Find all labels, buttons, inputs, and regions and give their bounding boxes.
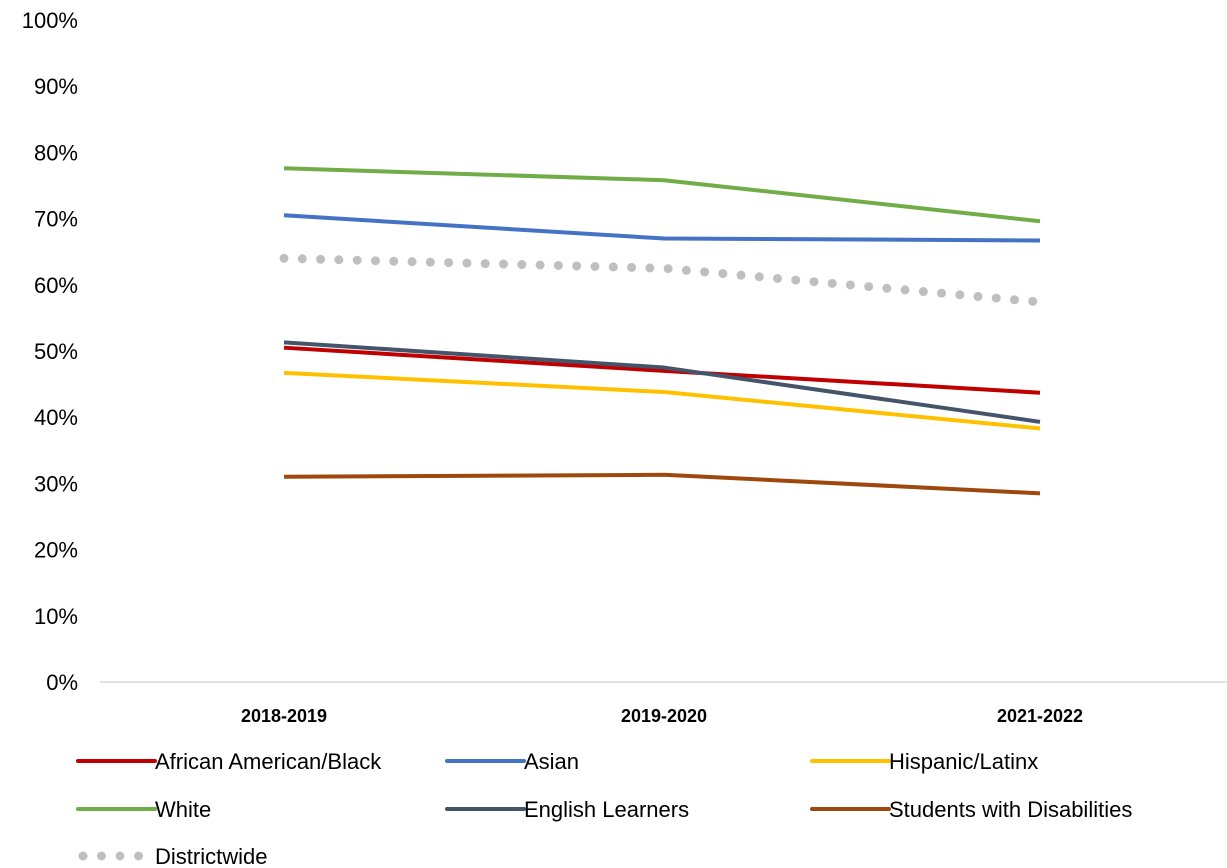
legend-label: African American/Black bbox=[155, 749, 382, 774]
y-tick-label: 30% bbox=[34, 471, 78, 496]
y-tick-label: 70% bbox=[34, 207, 78, 232]
legend-item-white: White bbox=[76, 797, 211, 822]
legend-label: Districtwide bbox=[155, 844, 267, 868]
x-tick-label: 2021-2022 bbox=[997, 706, 1083, 726]
legend-item-hispanic-latinx: Hispanic/Latinx bbox=[810, 749, 1038, 774]
legend-item-african-american-black: African American/Black bbox=[76, 749, 382, 774]
legend-item-english-learners: English Learners bbox=[445, 797, 689, 822]
y-tick-label: 20% bbox=[34, 538, 78, 563]
x-tick-label: 2018-2019 bbox=[241, 706, 327, 726]
y-axis: 0% 10% 20% 30% 40% 50% 60% 70% 80% 90% 100% bbox=[22, 8, 78, 695]
y-tick-label: 90% bbox=[34, 74, 78, 99]
series-line-white bbox=[283, 166, 1041, 224]
series-line-asian bbox=[283, 213, 1041, 243]
y-tick-label: 40% bbox=[34, 405, 78, 430]
legend-label: English Learners bbox=[524, 797, 689, 822]
legend-label: White bbox=[155, 797, 211, 822]
x-tick-label: 2019-2020 bbox=[621, 706, 707, 726]
x-axis: 2018-2019 2019-2020 2021-2022 bbox=[241, 706, 1083, 726]
y-tick-label: 50% bbox=[34, 339, 78, 364]
legend-label: Hispanic/Latinx bbox=[889, 749, 1038, 774]
legend-item-districtwide: Districtwide bbox=[78, 844, 267, 868]
legend-item-students-with-disabilities: Students with Disabilities bbox=[810, 797, 1132, 822]
series-line-english-learners bbox=[283, 340, 1041, 424]
legend-item-asian: Asian bbox=[445, 749, 579, 774]
legend-label: Asian bbox=[524, 749, 579, 774]
series-line-african-american-black bbox=[283, 345, 1041, 395]
y-tick-label: 80% bbox=[34, 140, 78, 165]
series-line-districtwide bbox=[279, 253, 1045, 307]
y-tick-label: 10% bbox=[34, 604, 78, 629]
plot-area bbox=[279, 166, 1045, 496]
y-tick-label: 60% bbox=[34, 273, 78, 298]
series-line-hispanic-latinx bbox=[283, 370, 1041, 431]
series-line-students-with-disabilities bbox=[283, 472, 1041, 496]
y-tick-label: 0% bbox=[46, 670, 78, 695]
legend-label: Students with Disabilities bbox=[889, 797, 1132, 822]
y-tick-label: 100% bbox=[22, 8, 78, 33]
legend: African American/Black Asian Hispanic/Lati… bbox=[76, 749, 1132, 868]
